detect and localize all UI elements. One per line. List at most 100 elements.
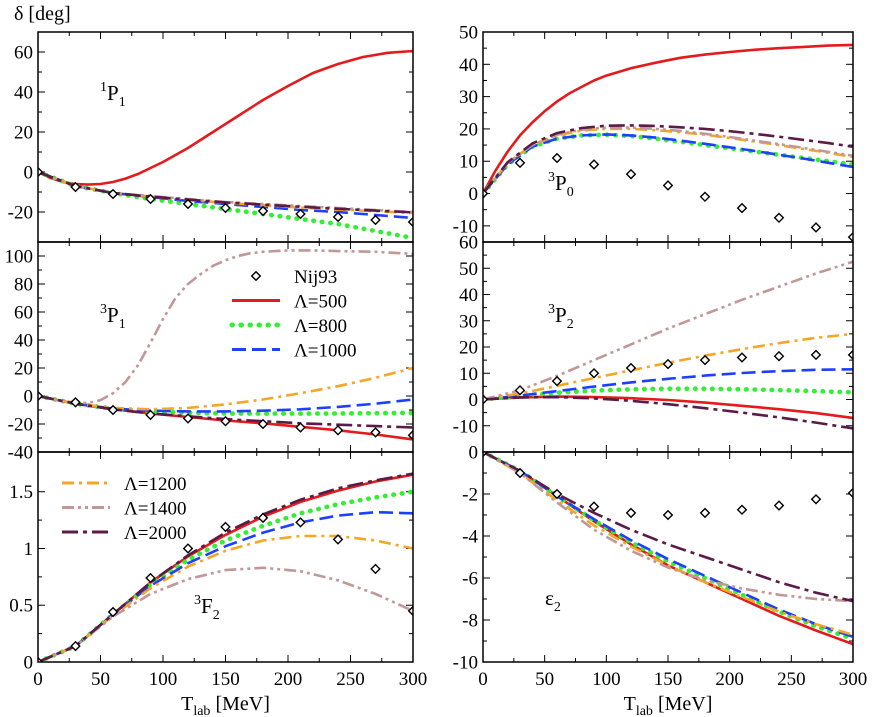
data-point-nij93	[483, 452, 489, 458]
data-point-nij93	[257, 205, 269, 217]
panel-3p2: -10 0 10 20 30 40 50 60 3P2	[453, 233, 854, 453]
ytick-label: 0	[469, 443, 479, 464]
data-point-nij93	[699, 507, 711, 519]
ytick-label: -4	[462, 527, 478, 548]
panel-2: -10 -8 -6 -4 -2 0 0 50 100 150 200 250 300 Tlab [MeV]…	[453, 443, 868, 717]
data-point-nij93	[514, 385, 526, 396]
data-point-nij93	[145, 572, 156, 584]
x-axis-label: Tlab [MeV]	[624, 693, 713, 717]
data-point-nij93	[145, 409, 156, 421]
ytick-label: 0	[469, 184, 479, 205]
partial-wave-label: 3F2	[194, 593, 220, 623]
ytick-label: 60	[14, 43, 33, 64]
data-point-nij93	[407, 216, 413, 228]
series-line-l500	[483, 43, 853, 195]
xtick-label: 0	[478, 669, 488, 690]
partial-wave-label: 1P1	[100, 80, 126, 110]
data-point-nij93	[257, 512, 269, 524]
ytick-label: -6	[462, 569, 478, 590]
series-line-l1000	[483, 368, 853, 401]
legend-label: Λ=800	[294, 316, 347, 337]
data-point-nij93	[145, 193, 156, 205]
data-point-nij93	[220, 415, 231, 427]
ytick-label: 1	[24, 539, 34, 560]
ytick-label: 1.5	[9, 482, 33, 503]
data-point-nij93	[295, 422, 306, 433]
data-point-nij93	[736, 202, 748, 214]
series-line-l1200	[38, 534, 413, 662]
plot-frame	[482, 31, 854, 243]
ytick-label: 40	[459, 285, 478, 306]
data-point-nij93	[662, 509, 674, 521]
data-point-nij93	[220, 202, 231, 214]
data-point-nij93	[295, 517, 306, 528]
curves	[38, 472, 413, 662]
data-point-nij93	[370, 563, 381, 575]
data-point-nij93	[514, 157, 526, 169]
data-point-nij93	[810, 349, 822, 361]
xtick-label: 50	[535, 669, 554, 690]
series-line-l1400	[483, 260, 853, 401]
ytick-label: 20	[14, 359, 33, 380]
data-point-nij93	[370, 427, 381, 438]
series-line-l2000	[483, 452, 853, 603]
data-point-nij93	[295, 208, 306, 220]
data-point-nij93	[847, 487, 853, 499]
data-point-nij93	[662, 180, 674, 191]
ytick-label: -40	[8, 443, 33, 464]
legend: Nij93 Λ=500 Λ=800 Λ=1000 Λ=1200 Λ=1400 Λ=2000	[62, 267, 357, 544]
data-point-nij93	[551, 488, 563, 500]
data-point-nij93	[625, 362, 637, 374]
legend-label: Λ=1400	[124, 499, 187, 520]
ytick-label: 50	[459, 259, 478, 280]
curves	[483, 452, 853, 646]
partial-wave-label: 3P1	[100, 302, 126, 332]
ytick-label: 40	[459, 55, 478, 76]
ytick-label: 100	[5, 247, 34, 268]
data-point-nij93	[407, 429, 413, 441]
global-ylabel: δ [deg]	[14, 3, 71, 25]
data-point-nij93	[182, 543, 194, 554]
xtick-label: 250	[336, 669, 365, 690]
panel-3f2: 0 0.5 1 1.5 0 50 100 150 200 250 300 Tlab [MeV] 3F2	[9, 451, 427, 717]
series-line-l2000	[483, 124, 853, 195]
ytick-label: 10	[459, 364, 478, 385]
ytick-label: 50	[459, 23, 478, 44]
plot-frame	[37, 451, 414, 663]
xtick-label: 0	[33, 669, 43, 690]
panel-3p1: -40 -20 0 20 40 60 80 100 3P1	[5, 241, 414, 464]
data-point-nij93	[551, 152, 563, 164]
data-point-nij93	[332, 211, 344, 223]
data-point-nij93	[407, 605, 413, 617]
data-point-nij93	[220, 521, 231, 533]
series-line-l800	[483, 452, 853, 642]
series-line-l1400	[483, 452, 853, 603]
ytick-label: 30	[459, 87, 478, 108]
data-point-nij93	[332, 534, 344, 545]
ytick-label: 0	[24, 387, 34, 408]
legend-label: Λ=1200	[124, 474, 187, 495]
data-point-nij93	[107, 188, 119, 200]
data-point-nij93	[699, 191, 711, 203]
ytick-label: 20	[459, 338, 478, 359]
ytick-label: -10	[453, 416, 478, 437]
data-point-nij93	[699, 354, 711, 366]
series-line-l2000	[483, 395, 853, 430]
ytick-label: 60	[14, 303, 33, 324]
data-point-nij93	[38, 166, 44, 178]
panel-3p0: -10 0 10 20 30 40 50 3P0	[453, 23, 854, 243]
data-point-nij93	[182, 198, 194, 210]
series-line-l2000	[38, 170, 413, 214]
curves	[483, 260, 853, 430]
series-line-l500	[38, 49, 413, 186]
x-axis-label: Tlab [MeV]	[181, 693, 270, 717]
xtick-label: 200	[715, 669, 744, 690]
data-point-nij93	[107, 404, 119, 416]
curves	[38, 49, 413, 241]
ytick-label: 0.5	[9, 596, 33, 617]
legend-swatch-nij93	[250, 270, 262, 282]
series-line-l1000	[38, 394, 413, 413]
xtick-label: 150	[211, 669, 240, 690]
curves	[38, 249, 413, 441]
